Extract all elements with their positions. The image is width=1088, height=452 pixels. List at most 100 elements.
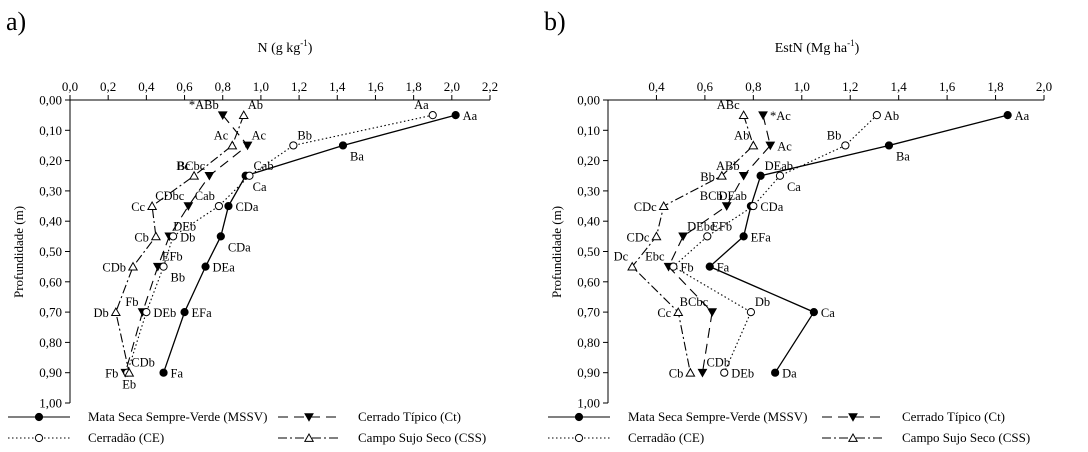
panel-a-data-label: DEb (153, 306, 176, 320)
panel-a-y-axis-title: Profundidade (m) (11, 206, 26, 298)
panel-a-series-line-3 (126, 114, 433, 373)
panel-b-data-label: CDc (627, 230, 650, 244)
panel-a-data-label: Ca (253, 180, 267, 194)
panel-b-data-point (775, 171, 785, 180)
panel-a-data-label: Aa (414, 98, 429, 112)
panel-a-data-label: Bc (176, 159, 190, 173)
panel-b-data-label: CDb (706, 356, 730, 370)
panel-a-series-line-1 (162, 114, 456, 373)
panel-b-data-label: Ba (896, 149, 910, 163)
panel-a-data-point (238, 110, 249, 120)
panel-b-y-tick-label: 0,30 (577, 183, 600, 198)
panel-b-legend-label: Campo Sujo Seco (CSS) (902, 430, 1030, 445)
panel-b-series-line-3 (672, 114, 878, 373)
panel-b-data-label: Da (782, 367, 797, 381)
panel-b-data-point (746, 308, 756, 317)
panel-b-data-label: EFa (751, 230, 772, 244)
panel-b-legend: Mata Seca Sempre-Verde (MSSV) Cerrado Típ… (548, 409, 1030, 445)
panel-b-series-line-2 (667, 115, 771, 373)
panel-b-x-tick-label: 0,8 (745, 79, 761, 94)
panel-a-data-point (168, 232, 178, 241)
panel-a-x-axis-title: N (g kg-1) (258, 38, 313, 56)
panel-a-legend-open-triangle-up-marker (303, 432, 315, 442)
panel-b-data-point (651, 231, 662, 241)
panel-b-data-label: Ac (777, 139, 792, 153)
panel-a-y-tick-label: 0,00 (39, 93, 62, 108)
panel-a-legend-label: Campo Sujo Seco (CSS) (358, 430, 486, 445)
panel-b-y-tick-label: 0,20 (577, 153, 600, 168)
panel-a-data-point (428, 111, 437, 120)
panel-a-data-label: BCbc (177, 159, 206, 173)
panel-a-data-point (245, 171, 254, 180)
panel-a-y-tick-label: 0,50 (39, 244, 62, 259)
panel-b-data-point (678, 232, 688, 242)
panel-a-data-label: Db (180, 230, 195, 244)
panel-b-x-tick-label: 1,2 (842, 79, 858, 94)
panel-b-data-label: DEbc (687, 219, 716, 233)
panel-a-data-point (217, 111, 228, 120)
panel-b-data-point (685, 367, 696, 377)
panel-b-data-label: ABc (717, 98, 740, 112)
panel-a-data-label: Cb (134, 230, 149, 244)
panel-a-label: a) (6, 7, 26, 36)
panel-a-legend-label: Cerrado Típico (Ct) (358, 409, 461, 424)
panel-b-data-label: Cb (669, 367, 684, 381)
panel-a-data-label: EFb (162, 250, 183, 264)
panel-a-data-point (159, 262, 168, 271)
panel-a-y-tick-label: 0,20 (39, 153, 62, 168)
panel-a-x-axis-title-sup: -1 (300, 38, 308, 48)
panel-b-data-point (756, 171, 765, 180)
panel-a-data-label: CDa (235, 200, 258, 214)
panel-a-data-label: Ac (214, 128, 229, 142)
panel-b-data-point (771, 368, 780, 377)
panel-a-data-label: Ab (248, 98, 263, 112)
panel-a-data-point (189, 170, 200, 180)
panel-b-data-label: Fb (680, 261, 693, 275)
panel-b-data-label: Ab (884, 109, 899, 123)
panel-b-y-tick-label: 0,90 (577, 365, 600, 380)
panel-a-x-tick-label: 1,8 (406, 79, 422, 94)
panel-b-data-label: CDa (760, 200, 783, 214)
panel-a-data-label: Fb (105, 367, 118, 381)
panel-a-x-tick-label: 1,2 (291, 79, 307, 94)
panel-a-x-tick-label: 0,6 (176, 79, 193, 94)
panel-a-data-label: CDa (228, 240, 251, 254)
panel-a-data-label: DEa (213, 261, 236, 275)
panel-b-data-point (748, 140, 759, 150)
panel-a-x-axis-title-end: ) (308, 41, 313, 56)
panel-b-data-point (765, 141, 776, 151)
panel-b-data-label: DEb (731, 367, 754, 381)
panel-b-data-label: Fa (717, 261, 730, 275)
panel-a-legend: Mata Seca Sempre-Verde (MSSV) Cerrado Típ… (8, 409, 486, 445)
panel-b-x-tick-label: 0,6 (697, 79, 714, 94)
panel-a-data-point (227, 140, 238, 150)
panel-b-data-label: Aa (1015, 109, 1030, 123)
panel-b-y-tick-label: 0,80 (577, 335, 600, 350)
panel-a-x-tick-label: 1,4 (329, 79, 346, 94)
panel-b-legend-open-triangle-up-marker (847, 432, 859, 442)
panel-a-x-tick-label: 0,2 (100, 79, 116, 94)
panel-b-data-point (739, 232, 748, 241)
panel-b-data-point (1003, 111, 1012, 120)
panel-a-data-label: Cab (195, 189, 215, 203)
panel-b-data-label: Ab (734, 128, 749, 142)
panel-b-legend-filled-circle-marker (574, 412, 584, 422)
panel-b-data-point (707, 308, 718, 317)
panel-a-data-point (214, 201, 224, 211)
panel-b-y-tick-label: 1,00 (577, 396, 600, 411)
panel-b-data-point (884, 141, 894, 150)
panel-a-x-tick-label: 0,4 (138, 79, 155, 94)
panel-b-data-label: EFb (711, 219, 732, 233)
panel-b-plot-area: Aa Ba DEab DEab EFa Fa Ca Da *Ac Ac ABb BCb DEbc Ebc B… (614, 98, 1030, 381)
panel-b-data-point (738, 110, 749, 120)
panel-a-legend-label: Mata Seca Sempre-Verde (MSSV) (88, 409, 267, 424)
panel-b-data-label: BCb (700, 189, 723, 203)
panel-a-y-tick-label: 0,10 (39, 123, 62, 138)
panel-a-legend-open-circle-marker (34, 433, 44, 443)
panel-a-data-point (216, 232, 225, 241)
panel-b-x-tick-label: 1,4 (891, 79, 908, 94)
panel-b-data-point (749, 201, 758, 211)
panel-a-data-label: Ba (350, 149, 364, 163)
panel-a: a) N (g kg-1) Profundidade (m) 0,0 0,2 0,4… (6, 7, 498, 411)
